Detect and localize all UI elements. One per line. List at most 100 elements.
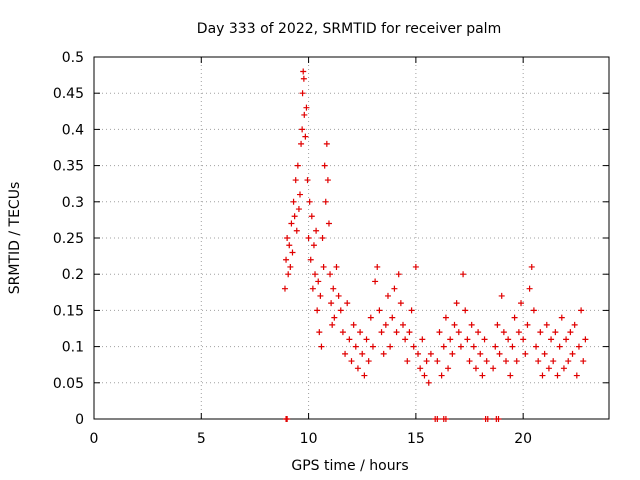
y-axis-label: SRMTID / TECUs [7, 182, 23, 295]
data-point [315, 278, 322, 285]
data-point [494, 321, 501, 328]
data-point [376, 307, 383, 314]
data-point [363, 336, 370, 343]
data-point [427, 350, 434, 357]
data-point [511, 314, 518, 321]
data-point [447, 336, 454, 343]
data-point [292, 177, 299, 184]
data-point [288, 220, 295, 227]
plot-frame [93, 56, 610, 420]
data-point [515, 329, 522, 336]
data-point [528, 263, 535, 270]
data-point [453, 300, 460, 307]
data-point [284, 235, 291, 241]
data-point [567, 329, 574, 336]
data-point [357, 329, 364, 336]
data-point [297, 191, 303, 198]
data-point [563, 336, 570, 343]
data-point [382, 321, 389, 328]
data-point [477, 350, 484, 357]
data-point [556, 343, 563, 350]
data-point [329, 321, 336, 328]
y-tick-label: 0.2 [62, 267, 84, 283]
data-point [571, 321, 578, 328]
data-point [298, 140, 305, 147]
data-point [539, 372, 546, 379]
data-point [321, 162, 328, 169]
data-point [479, 372, 486, 379]
data-point [490, 365, 497, 372]
data-point [318, 343, 325, 350]
y-tick-label: 0.4 [62, 122, 84, 138]
data-point [286, 242, 293, 249]
data-point [455, 329, 462, 336]
data-point [498, 292, 505, 299]
data-point [545, 365, 552, 372]
data-point [419, 336, 426, 343]
x-axis-label: GPS time / hours [291, 458, 408, 474]
data-point [442, 314, 449, 321]
data-point [524, 321, 531, 328]
data-point [316, 329, 323, 336]
data-point [317, 292, 324, 299]
data-point [395, 271, 402, 278]
data-point [305, 235, 312, 241]
grid-lines [94, 57, 609, 419]
data-point [475, 329, 482, 336]
data-points [281, 68, 589, 422]
data-point [372, 278, 379, 285]
data-point [417, 365, 424, 372]
data-point [484, 416, 491, 422]
y-tick-label: 0.45 [53, 86, 84, 102]
data-point [397, 300, 404, 307]
data-point [543, 321, 550, 328]
data-point [285, 271, 292, 278]
data-point [423, 358, 430, 365]
data-point [554, 372, 561, 379]
data-point [330, 285, 337, 292]
data-point [327, 271, 334, 278]
data-point [344, 300, 351, 307]
data-point [331, 314, 338, 321]
data-point [284, 416, 291, 422]
data-point [573, 372, 580, 379]
data-point [457, 343, 464, 350]
data-point [314, 307, 321, 314]
data-point [530, 307, 537, 314]
data-point [518, 300, 525, 307]
data-point [552, 329, 559, 336]
data-point [560, 365, 567, 372]
data-point [323, 140, 330, 147]
data-point [308, 213, 315, 220]
data-point [291, 213, 298, 220]
data-point [481, 336, 488, 343]
data-point [513, 358, 520, 365]
data-point [359, 350, 366, 357]
data-point [393, 329, 400, 336]
data-point [378, 329, 385, 336]
data-point [500, 329, 507, 336]
data-point [550, 358, 557, 365]
data-point [503, 358, 509, 365]
data-point [496, 350, 503, 357]
data-point [434, 358, 441, 365]
data-point [565, 358, 572, 365]
data-point [578, 307, 585, 314]
data-point [310, 242, 317, 249]
data-point [495, 416, 502, 422]
data-point [509, 343, 516, 350]
x-tick-label: 5 [197, 431, 206, 447]
data-point [324, 177, 331, 184]
x-tick-label: 20 [514, 431, 532, 447]
data-point [548, 336, 555, 343]
data-point [541, 350, 548, 357]
data-point [472, 365, 479, 372]
data-point [302, 133, 309, 140]
data-point [408, 307, 415, 314]
data-point [293, 227, 300, 234]
data-point [335, 292, 342, 299]
data-point [300, 68, 307, 75]
data-point [412, 263, 419, 270]
data-point [537, 329, 544, 336]
